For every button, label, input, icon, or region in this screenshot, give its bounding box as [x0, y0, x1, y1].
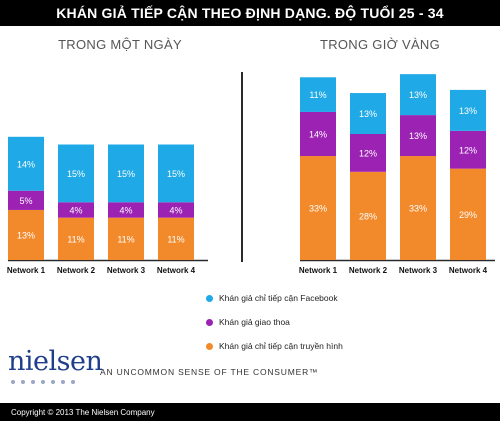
panel-divider [241, 72, 243, 262]
data-label: 28% [359, 211, 377, 221]
data-label: 4% [69, 205, 82, 215]
bar-segment [450, 130, 486, 169]
category-label: Network 4 [157, 266, 196, 275]
brand-tagline: AN UNCOMMON SENSE OF THE CONSUMER™ [100, 367, 319, 377]
data-label: 13% [359, 109, 377, 119]
data-label: 33% [409, 204, 427, 214]
footer-copyright: Copyright © 2013 The Nielsen Company [0, 403, 500, 421]
bar-segment [108, 144, 144, 203]
bar-segment [450, 168, 486, 260]
data-label: 4% [169, 205, 182, 215]
bar-segment [8, 136, 44, 191]
bar-segment [108, 202, 144, 218]
data-label: 14% [309, 130, 327, 140]
data-label: 12% [359, 148, 377, 158]
data-label: 5% [19, 196, 32, 206]
data-label: 15% [167, 169, 185, 179]
category-label: Network 1 [7, 266, 46, 275]
category-label: Network 1 [299, 266, 338, 275]
data-label: 15% [67, 169, 85, 179]
bar-segment [8, 190, 44, 210]
bar-segment [300, 156, 336, 260]
category-label: Network 4 [449, 266, 488, 275]
bar-segment [350, 134, 386, 172]
legend-label: Khán giả giao thoa [219, 317, 290, 327]
page-title: KHÁN GIẢ TIẾP CẬN THEO ĐỊNH DẠNG. ĐỘ TUỔ… [0, 0, 500, 26]
data-label: 13% [17, 230, 35, 240]
bar-segment [58, 202, 94, 218]
bar-segment [158, 217, 194, 260]
data-label: 11% [67, 234, 84, 244]
bar-segment [108, 217, 144, 260]
category-label: Network 2 [349, 266, 388, 275]
data-label: 29% [459, 210, 477, 220]
bar-segment [400, 156, 436, 260]
bar-segment [350, 93, 386, 134]
data-label: 15% [117, 169, 135, 179]
bar-segment [300, 77, 336, 112]
data-label: 14% [17, 159, 35, 169]
bar-segment [58, 144, 94, 203]
bar-segment [350, 171, 386, 260]
data-label: 13% [409, 131, 427, 141]
bar-segment [400, 115, 436, 157]
bar-segment [450, 89, 486, 131]
legend-label: Khán giả chỉ tiếp cận truyền hình [219, 341, 343, 351]
legend-dot-overlap-icon [206, 318, 213, 326]
category-label: Network 3 [107, 266, 146, 275]
bar-segment [8, 209, 44, 260]
chart-title-daily: TRONG MỘT NGÀY [58, 37, 182, 52]
data-label: 13% [459, 106, 477, 116]
legend-item-overlap: Khán giả giao thoa [206, 316, 406, 328]
category-label: Network 2 [57, 266, 96, 275]
legend-dot-tv-icon [206, 342, 213, 350]
data-label: 4% [119, 205, 132, 215]
data-label: 11% [117, 234, 134, 244]
chart-title-primetime: TRONG GIỜ VÀNG [319, 37, 441, 52]
legend-label: Khán giả chỉ tiếp cận Facebook [219, 293, 338, 303]
bar-segment [158, 144, 194, 203]
data-label: 12% [459, 145, 477, 155]
bar-segment [300, 111, 336, 157]
bar-segment [58, 217, 94, 260]
brand-logo: nielsen [8, 346, 103, 377]
legend-dot-facebook-icon [206, 294, 213, 302]
bar-segment [400, 74, 436, 116]
data-label: 13% [409, 90, 427, 100]
data-label: 33% [309, 204, 327, 214]
data-label: 11% [167, 234, 184, 244]
legend: Khán giả chỉ tiếp cận Facebook Khán giả … [206, 292, 406, 364]
brand-dots-icon [11, 380, 81, 384]
category-label: Network 3 [399, 266, 438, 275]
data-label: 11% [309, 90, 326, 100]
bar-segment [158, 202, 194, 218]
legend-item-facebook: Khán giả chỉ tiếp cận Facebook [206, 292, 406, 304]
stacked-bar-charts: 13% 5% 14% Network 1 11% 4% 15% Network 2 11% 4% 1… [7, 74, 495, 275]
legend-item-tv: Khán giả chỉ tiếp cận truyền hình [206, 340, 406, 352]
